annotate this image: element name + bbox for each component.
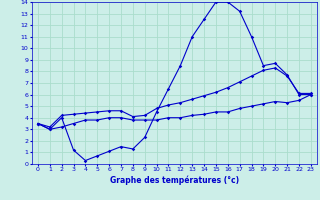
X-axis label: Graphe des températures (°c): Graphe des températures (°c) bbox=[110, 175, 239, 185]
